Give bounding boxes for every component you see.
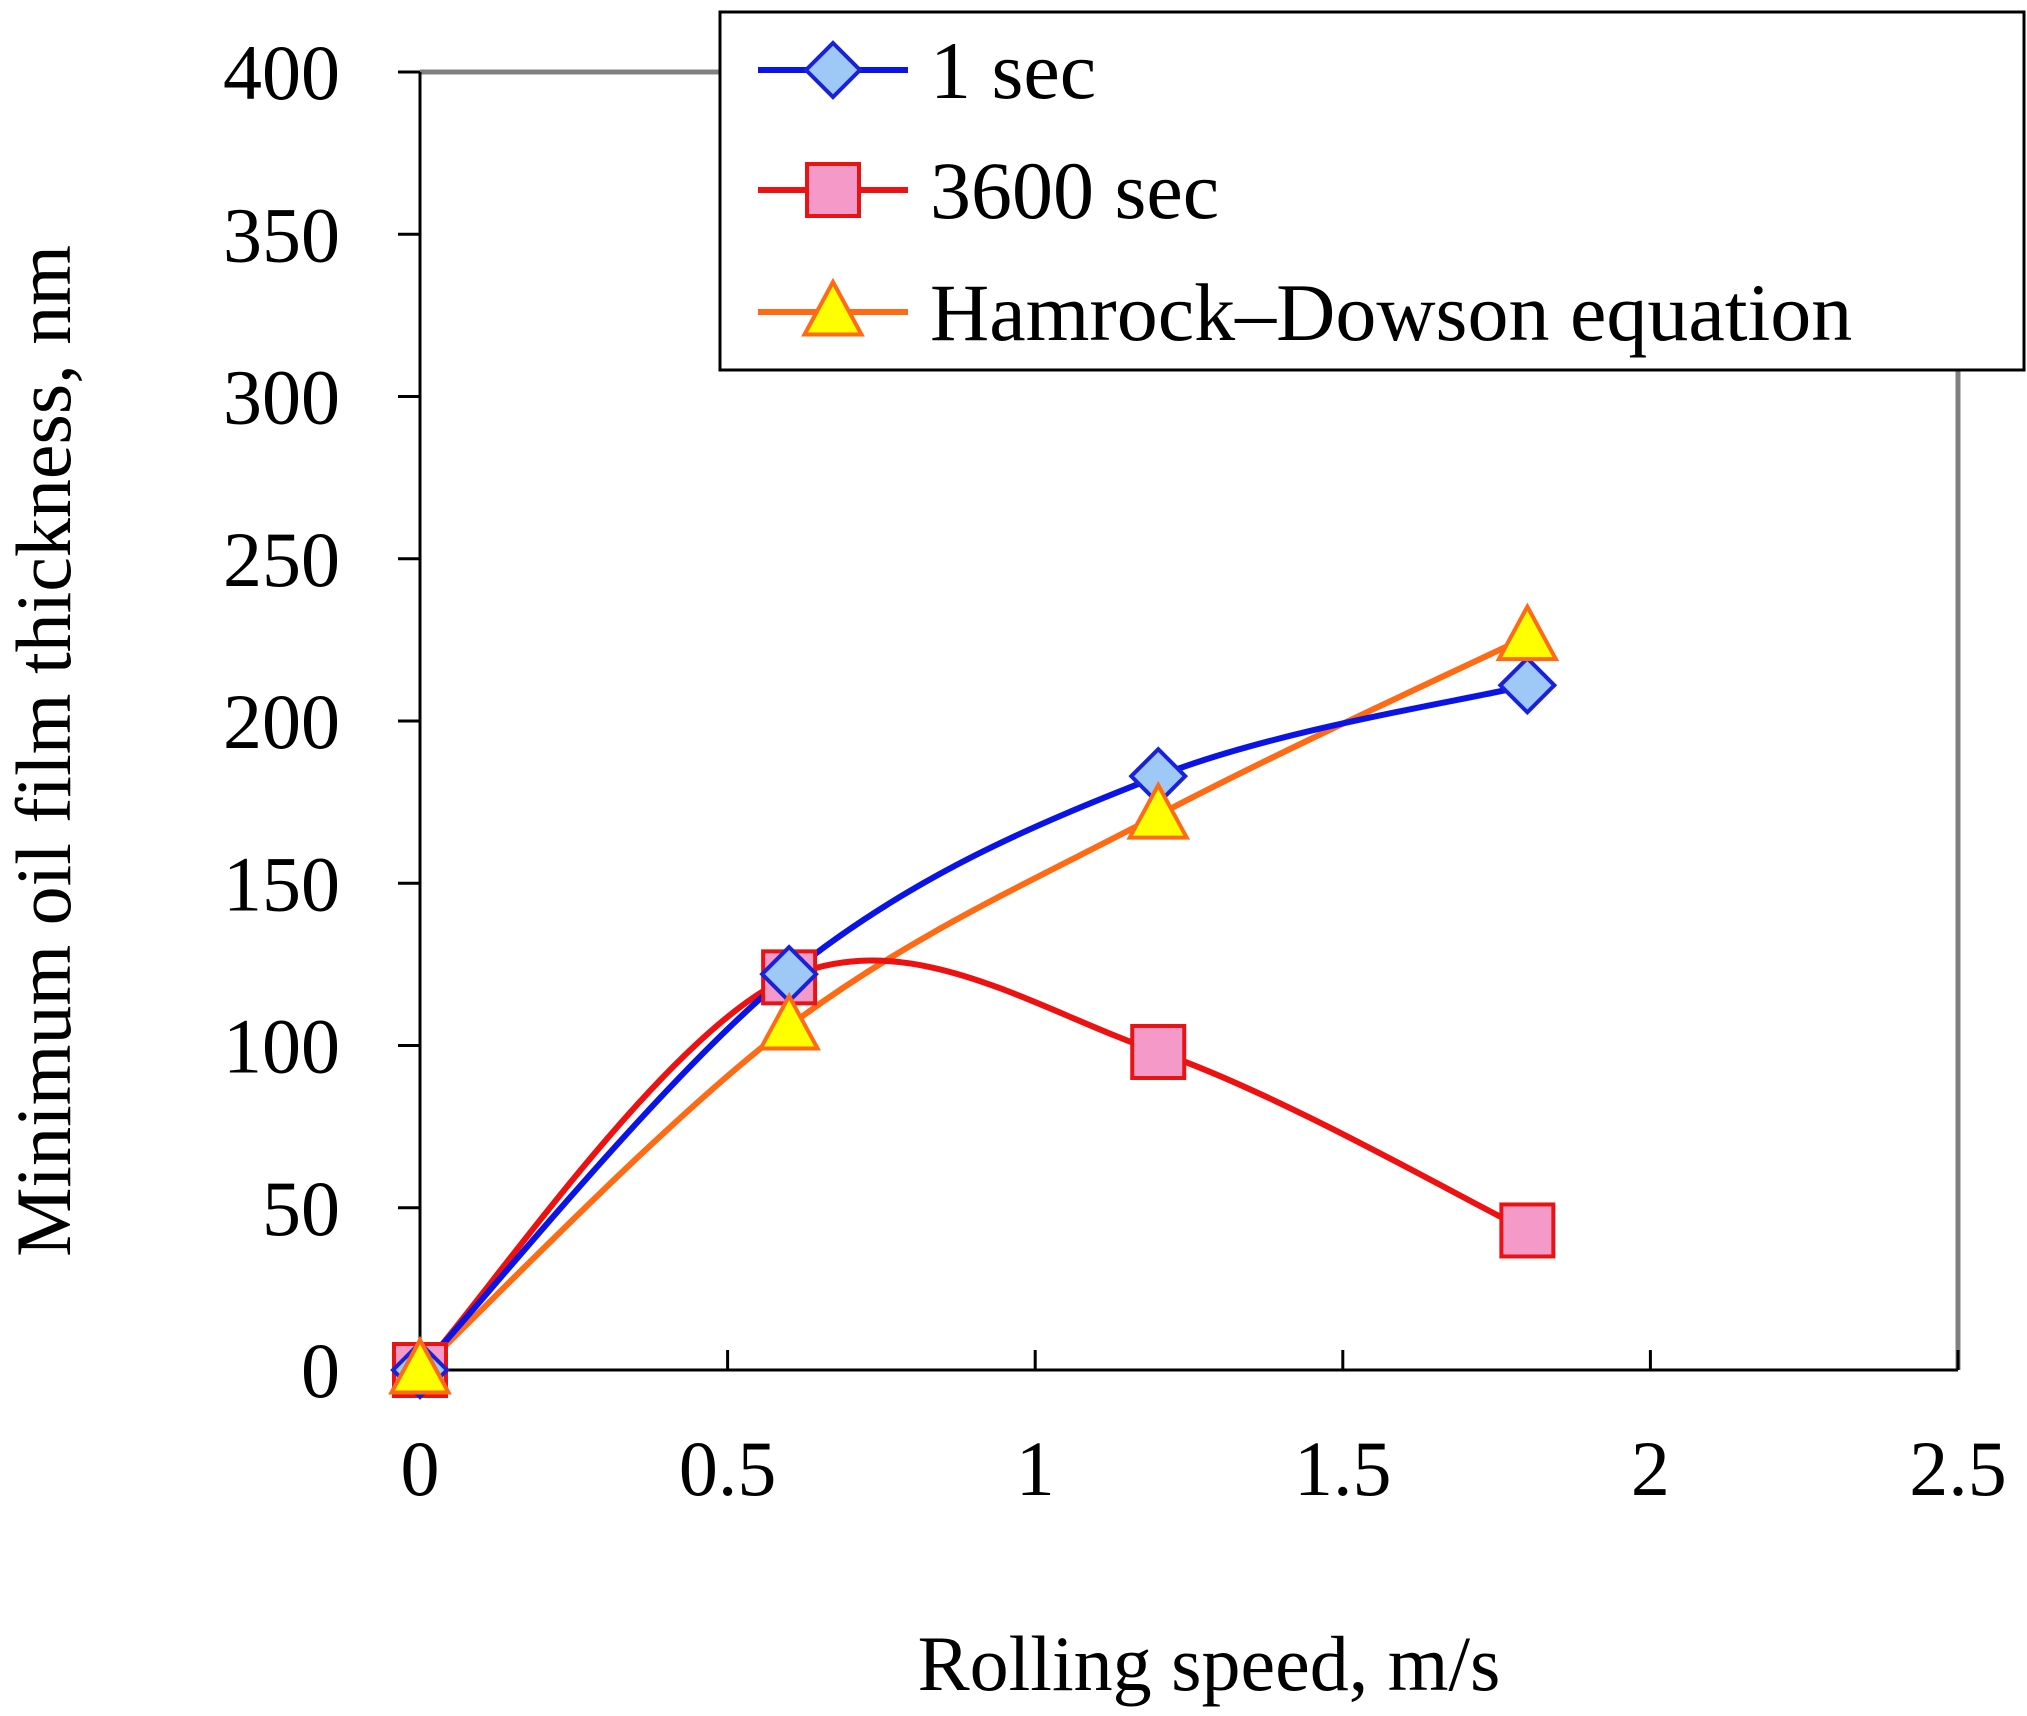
y-tick-label: 350 <box>223 191 340 278</box>
diamond-data-point <box>1497 655 1558 716</box>
series-line <box>417 633 1529 1373</box>
legend: 1 sec 3600 sec Hamrock–Dowson equation <box>718 10 2026 372</box>
x-tick-label: 2.5 <box>1909 1425 2007 1512</box>
y-tick-label: 0 <box>301 1327 340 1414</box>
x-axis-title: Rolling speed, m/s <box>918 1620 1501 1707</box>
x-axis: 0 0.5 1 1.5 2 2.5 <box>401 1350 2007 1512</box>
legend-label: 1 sec <box>930 25 1096 116</box>
y-tick-label: 150 <box>223 840 340 927</box>
legend-square-marker <box>805 162 861 218</box>
x-tick-label: 1 <box>1016 1425 1055 1512</box>
legend-box <box>718 10 2026 372</box>
legend-triangle-marker <box>801 277 865 337</box>
legend-label: Hamrock–Dowson equation <box>930 267 1852 358</box>
series-line <box>417 957 1529 1373</box>
y-tick-label: 250 <box>223 516 340 603</box>
series-line <box>417 682 1529 1373</box>
y-tick-label: 100 <box>223 1003 340 1090</box>
y-axis-title: Minimum oil film thickness, nm <box>0 245 87 1257</box>
triangle-data-point <box>1126 780 1191 840</box>
y-tick-label: 50 <box>262 1165 340 1252</box>
legend-diamond-marker <box>803 40 863 100</box>
triangle-data-point <box>757 991 821 1051</box>
x-tick-label: 0.5 <box>679 1425 777 1512</box>
legend-label: 3600 sec <box>930 145 1219 236</box>
x-tick-label: 0 <box>401 1425 440 1512</box>
triangle-data-point <box>388 1335 452 1395</box>
y-tick-label: 200 <box>223 678 340 765</box>
x-tick-label: 2 <box>1631 1425 1670 1512</box>
x-tick-label: 1.5 <box>1294 1425 1392 1512</box>
triangle-data-point <box>1495 602 1560 662</box>
y-tick-label: 400 <box>223 29 340 116</box>
square-data-point <box>1499 1202 1556 1259</box>
series-markers <box>388 602 1560 1400</box>
square-data-point <box>1130 1023 1187 1080</box>
series-lines <box>417 633 1529 1373</box>
y-axis: 0 50 100 150 200 250 300 350 400 <box>223 29 420 1414</box>
y-tick-label: 300 <box>223 354 340 441</box>
